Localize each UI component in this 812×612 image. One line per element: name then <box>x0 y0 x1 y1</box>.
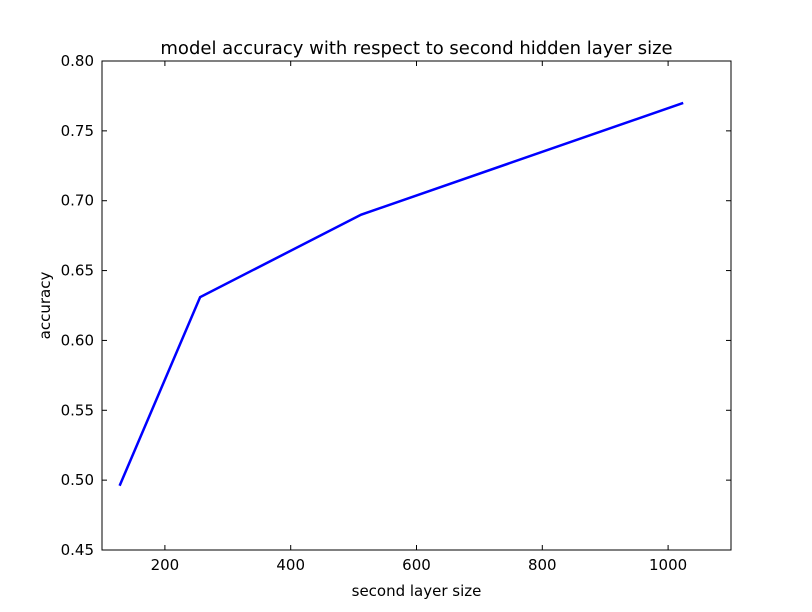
y-tick-label: 0.45 <box>61 541 94 559</box>
series-line <box>118 101 684 487</box>
y-tick-label: 0.60 <box>61 331 94 349</box>
y-axis-label: accuracy <box>36 272 54 340</box>
y-tick-label: 0.70 <box>61 192 94 210</box>
x-axis-ticks: 200 400 600 800 1000 <box>151 61 687 574</box>
x-tick-label: 200 <box>151 556 180 574</box>
y-tick-label: 0.75 <box>61 122 94 140</box>
chart-title: model accuracy with respect to second hi… <box>160 38 672 59</box>
axes-frame <box>101 60 732 551</box>
plot-area <box>118 101 684 487</box>
y-tick-label: 0.55 <box>61 401 94 419</box>
y-tick-label: 0.65 <box>61 262 94 280</box>
y-axis-ticks: 0.45 0.50 0.55 0.60 0.65 0.70 0.75 0.80 <box>61 52 731 559</box>
x-tick-label: 1000 <box>649 556 687 574</box>
x-axis-label: second layer size <box>352 582 482 600</box>
x-tick-label: 600 <box>402 556 431 574</box>
y-tick-label: 0.50 <box>61 471 94 489</box>
y-tick-label: 0.80 <box>61 52 94 70</box>
x-tick-label: 800 <box>528 556 557 574</box>
x-tick-label: 400 <box>276 556 305 574</box>
